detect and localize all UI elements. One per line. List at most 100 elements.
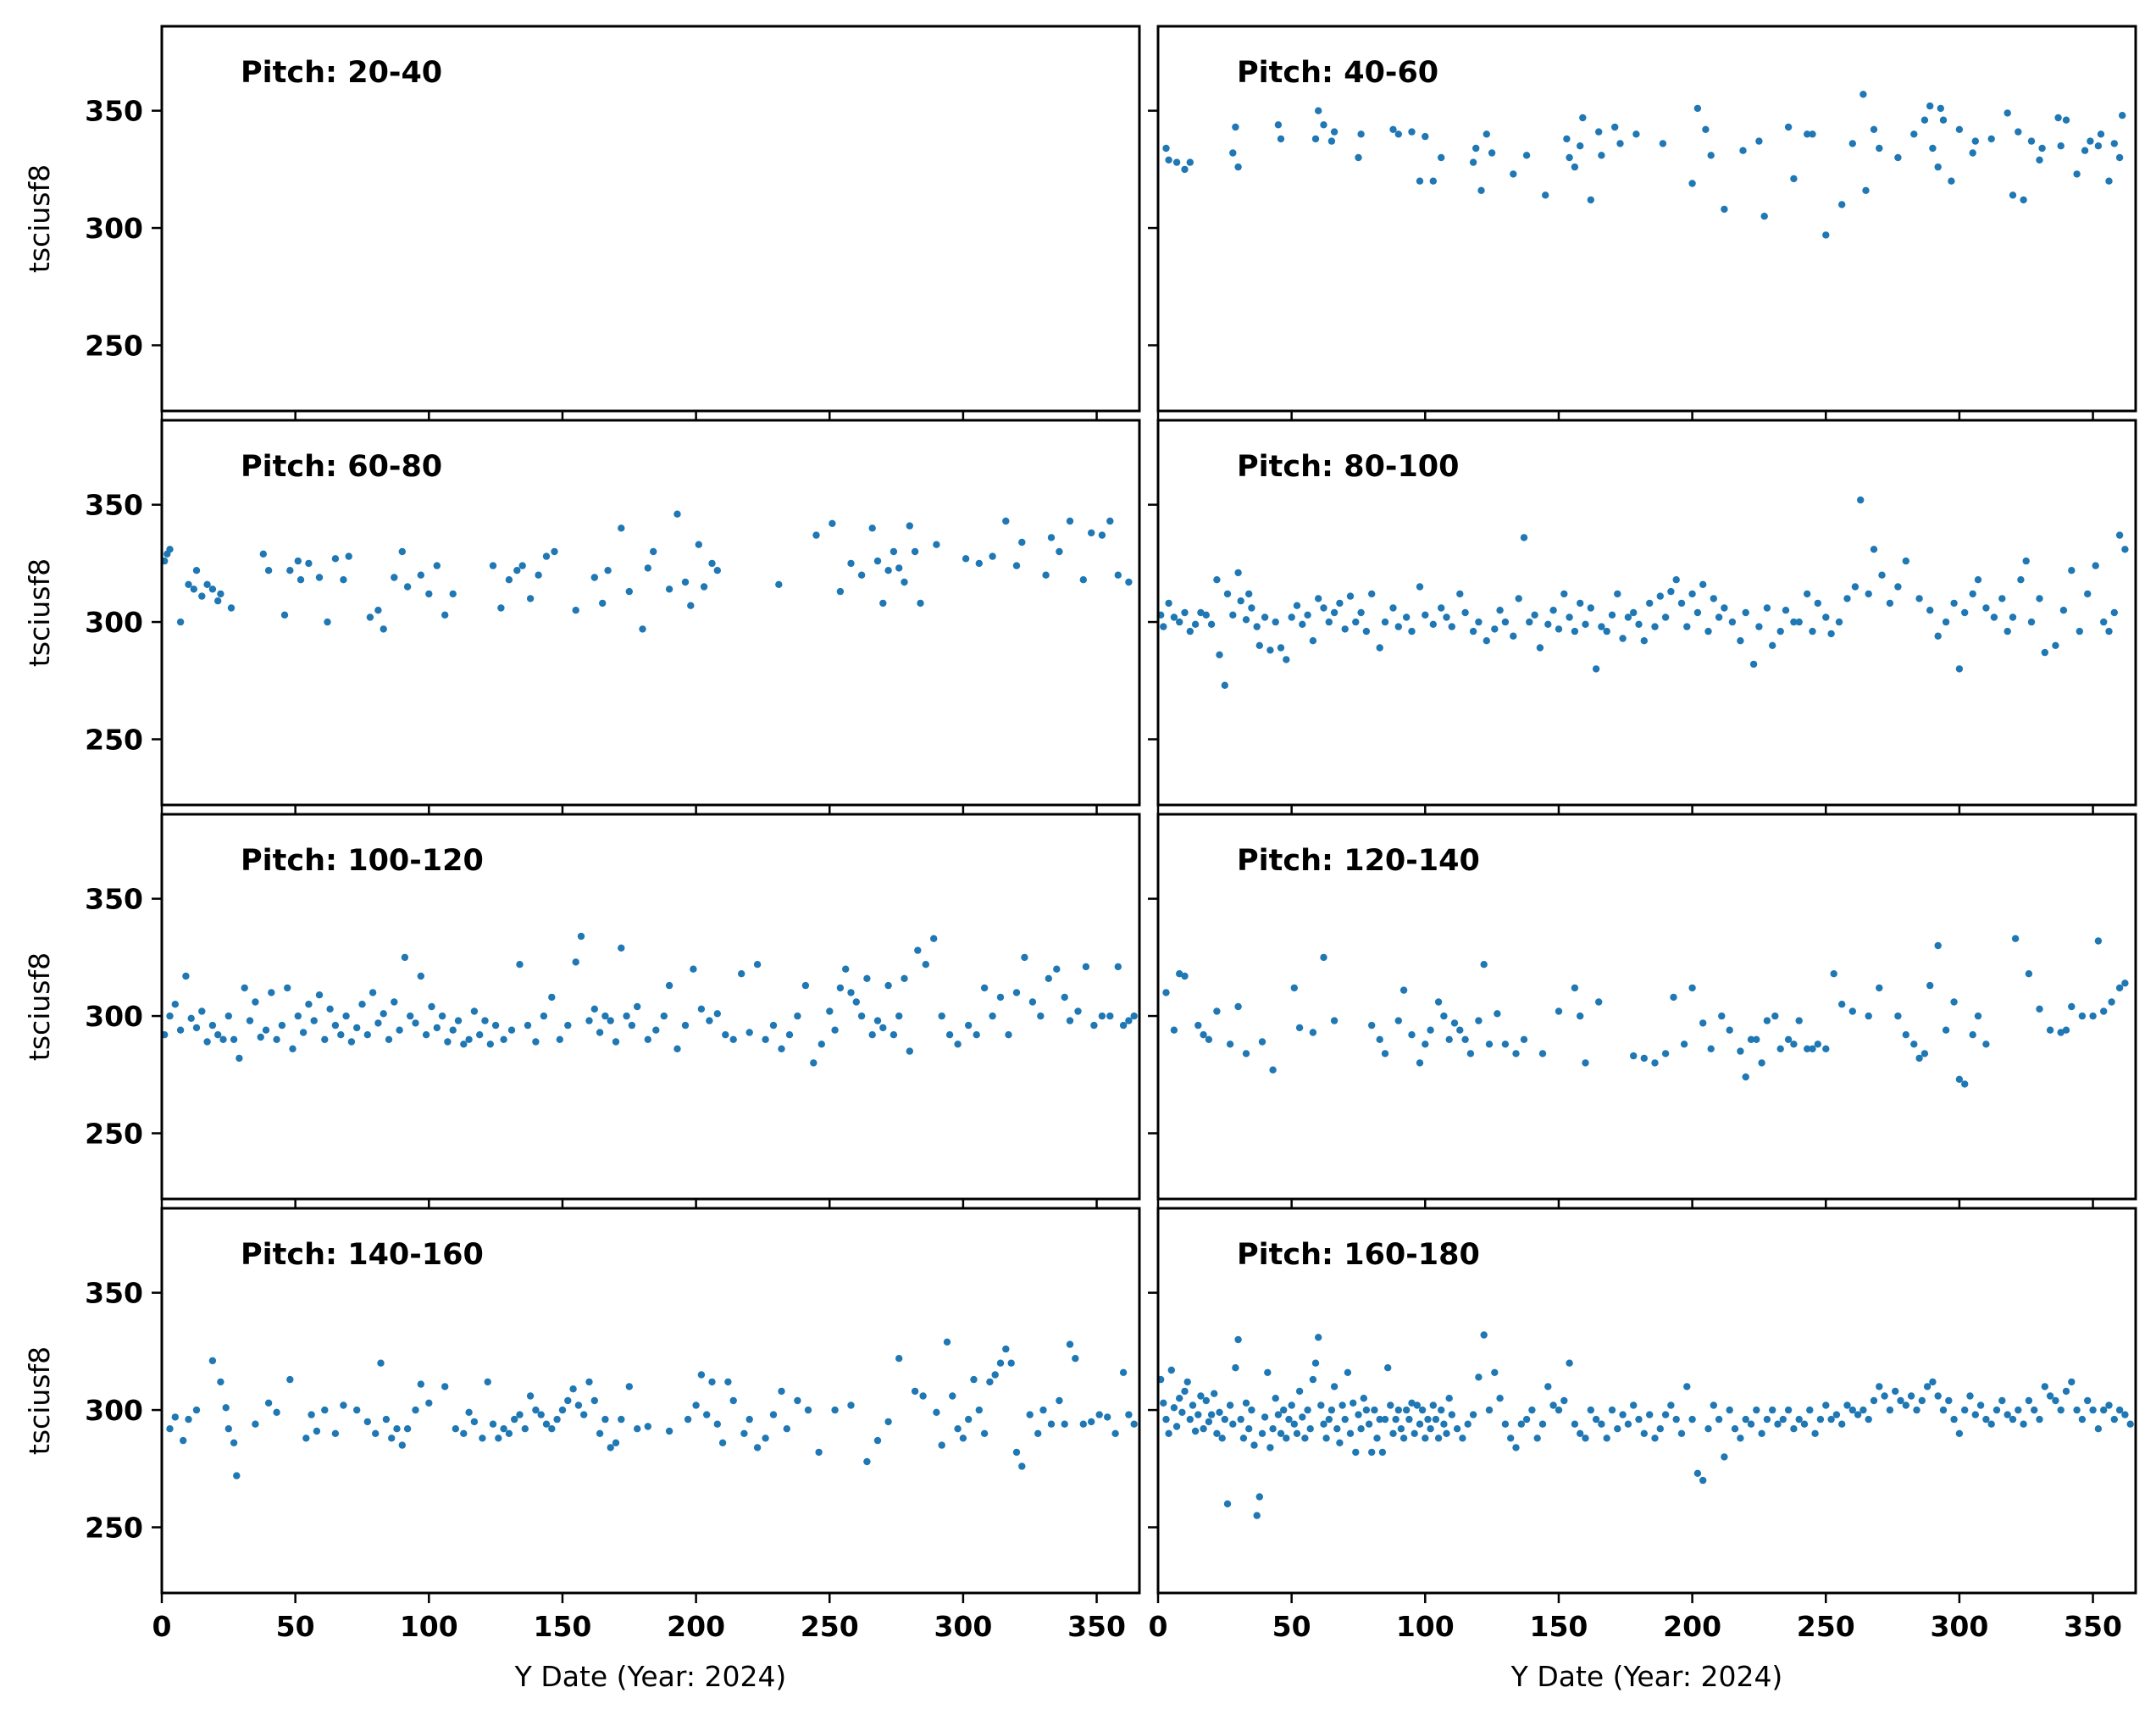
data-point — [1688, 984, 1696, 992]
data-point — [297, 576, 305, 584]
data-point — [374, 1019, 382, 1027]
data-point — [1012, 1448, 1021, 1457]
data-point — [1688, 180, 1696, 187]
data-point — [2110, 608, 2118, 617]
data-point — [1926, 981, 1934, 990]
data-point — [829, 519, 836, 527]
data-point — [1630, 1401, 1638, 1409]
data-point — [1119, 1021, 1128, 1030]
data-point — [1336, 599, 1344, 608]
data-point — [1197, 1392, 1205, 1400]
data-point — [1213, 576, 1221, 584]
data-point — [1416, 177, 1424, 185]
data-point — [1614, 1425, 1621, 1433]
data-point — [1381, 618, 1389, 626]
data-point — [1469, 627, 1477, 635]
data-point — [945, 1031, 954, 1039]
data-point — [1277, 644, 1285, 652]
data-point — [1822, 231, 1830, 239]
data-point — [2105, 627, 2113, 635]
data-point — [227, 604, 236, 612]
data-point — [2115, 531, 2124, 539]
data-point — [1389, 125, 1397, 133]
data-point — [1186, 627, 1194, 635]
data-point — [873, 557, 882, 565]
data-point — [1555, 1406, 1563, 1414]
data-point — [1176, 970, 1183, 978]
data-point — [692, 1401, 700, 1409]
data-point — [180, 1436, 187, 1445]
x-tick-label: 200 — [667, 1610, 725, 1643]
panel-title: Pitch: 160-180 — [1237, 1238, 1480, 1272]
data-point — [358, 1001, 366, 1008]
data-point — [618, 944, 625, 952]
data-point — [1104, 1413, 1111, 1421]
data-point — [1755, 137, 1763, 145]
panel-title: Pitch: 140-160 — [241, 1238, 484, 1272]
data-point — [1693, 608, 1702, 617]
data-point — [433, 1024, 441, 1032]
data-point — [1371, 1406, 1378, 1414]
data-point — [257, 1033, 264, 1041]
data-point — [1311, 135, 1320, 143]
data-point — [1422, 611, 1429, 619]
data-point — [1258, 1429, 1266, 1438]
data-point — [1299, 1413, 1306, 1421]
data-point — [1005, 1031, 1012, 1039]
data-point — [347, 1038, 356, 1046]
panel-7: Pitch: 140-160 250 300 350 tsciusf8 0 50 100 150… — [23, 1207, 1141, 1693]
data-point — [166, 1012, 174, 1020]
data-point — [2121, 1411, 2129, 1418]
data-point — [1200, 1031, 1207, 1039]
data-point — [1186, 158, 1194, 166]
data-point — [264, 1399, 273, 1407]
y-tick-label: 350 — [85, 883, 143, 916]
data-point — [2078, 1012, 2087, 1020]
data-point — [1255, 1493, 1264, 1501]
data-point — [1018, 1462, 1026, 1470]
data-point — [1753, 1406, 1760, 1414]
data-point — [2031, 1406, 2038, 1414]
data-point — [1207, 620, 1216, 628]
data-point — [1237, 1415, 1244, 1424]
data-point — [599, 599, 607, 608]
data-point — [1165, 599, 1172, 608]
data-point — [1790, 1041, 1798, 1048]
data-point — [1434, 998, 1443, 1006]
data-point — [1693, 1469, 1702, 1478]
data-point — [1413, 1401, 1422, 1409]
data-point — [1804, 1045, 1811, 1053]
data-point — [2078, 1415, 2087, 1424]
data-point — [1769, 641, 1776, 649]
data-point — [433, 562, 441, 569]
x-tick-label: 250 — [801, 1610, 859, 1643]
panel-frame — [1156, 813, 2137, 1201]
data-point — [1272, 618, 1279, 626]
data-point — [868, 1031, 876, 1039]
data-point — [879, 1024, 887, 1032]
data-point — [166, 546, 174, 553]
data-point — [684, 1415, 692, 1424]
data-point — [1630, 608, 1638, 617]
data-point — [1074, 1007, 1082, 1015]
data-point — [1472, 144, 1480, 153]
data-point — [1475, 1017, 1483, 1024]
data-point — [1632, 130, 1640, 138]
data-point — [1408, 128, 1416, 136]
data-point — [1098, 1012, 1106, 1020]
data-point — [1229, 149, 1237, 157]
data-point — [2025, 1396, 2033, 1405]
data-point — [1315, 107, 1322, 114]
data-point — [1309, 637, 1317, 645]
data-point — [1822, 1401, 1830, 1409]
data-point — [1646, 1411, 1654, 1418]
data-point — [1424, 1415, 1432, 1424]
data-point — [1304, 611, 1311, 619]
data-point — [1635, 1415, 1643, 1424]
data-point — [385, 1035, 393, 1044]
data-point — [1582, 1435, 1589, 1442]
data-point — [1672, 1415, 1680, 1424]
data-point — [1459, 1435, 1466, 1442]
data-point — [1346, 592, 1355, 600]
data-point — [1520, 534, 1528, 541]
